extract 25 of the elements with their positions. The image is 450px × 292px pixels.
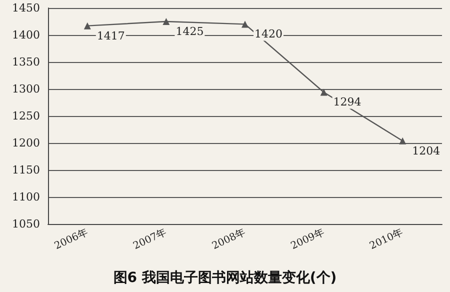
x-tick-label: 2009年: [288, 226, 326, 252]
text: 图6 我国电子图书网站数量变化(个): [113, 269, 337, 286]
point: [242, 20, 248, 28]
x-tick-label: 2006年: [52, 226, 90, 252]
data-label: 1294: [333, 96, 362, 109]
y-tick-label: 1200: [12, 136, 40, 150]
y-tick-label: 1250: [12, 110, 40, 122]
y-tick-label: 1300: [12, 82, 40, 96]
y-tick-label: 1150: [12, 164, 40, 176]
data-label: 1417: [96, 29, 125, 42]
data-label: 1420: [254, 28, 282, 41]
point: [320, 88, 328, 96]
point: [84, 22, 91, 30]
x-tick-label: 2007年: [131, 226, 169, 252]
y-tick-label: 1450: [12, 2, 40, 14]
y-tick-label: 1050: [12, 218, 40, 230]
x-tick-label: 2010年: [368, 226, 405, 252]
data-label: 1425: [176, 25, 204, 38]
data-label: 1204: [412, 144, 440, 158]
y-tick-label: 1400: [12, 28, 40, 42]
x-tick-label: 2008年: [210, 226, 248, 252]
point: [399, 137, 406, 144]
y-tick-label: 1100: [12, 190, 40, 204]
y-tick-label: 1350: [12, 56, 40, 68]
point: [162, 18, 170, 25]
